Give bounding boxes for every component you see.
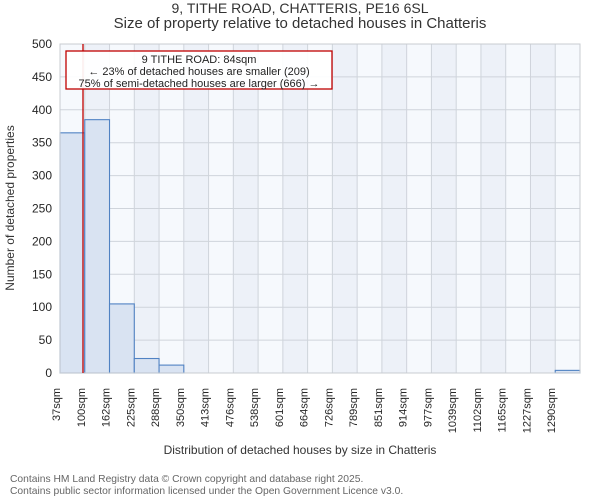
svg-text:726sqm: 726sqm — [323, 388, 335, 427]
svg-text:1227sqm: 1227sqm — [521, 388, 533, 433]
svg-text:538sqm: 538sqm — [249, 388, 261, 427]
svg-text:200: 200 — [32, 234, 52, 248]
svg-text:413sqm: 413sqm — [200, 388, 212, 427]
svg-text:601sqm: 601sqm — [274, 388, 286, 427]
svg-text:476sqm: 476sqm — [224, 388, 236, 427]
svg-text:350: 350 — [32, 136, 52, 150]
svg-text:100: 100 — [32, 300, 52, 314]
svg-text:977sqm: 977sqm — [422, 388, 434, 427]
svg-text:225sqm: 225sqm — [125, 388, 137, 427]
svg-text:1039sqm: 1039sqm — [447, 388, 459, 433]
svg-text:← 23% of detached houses are s: ← 23% of detached houses are smaller (20… — [88, 66, 309, 78]
svg-text:664sqm: 664sqm — [299, 388, 311, 427]
svg-text:100sqm: 100sqm — [76, 388, 88, 427]
svg-text:1165sqm: 1165sqm — [497, 388, 509, 432]
svg-text:851sqm: 851sqm — [373, 388, 385, 427]
svg-text:500: 500 — [32, 37, 52, 51]
svg-text:1290sqm: 1290sqm — [546, 388, 558, 433]
svg-text:288sqm: 288sqm — [150, 388, 162, 427]
svg-text:400: 400 — [32, 103, 52, 117]
svg-text:50: 50 — [39, 333, 53, 347]
svg-text:450: 450 — [32, 70, 52, 84]
svg-text:300: 300 — [32, 169, 52, 183]
svg-text:9 TITHE ROAD: 84sqm: 9 TITHE ROAD: 84sqm — [142, 54, 257, 66]
svg-text:162sqm: 162sqm — [101, 388, 113, 427]
svg-text:914sqm: 914sqm — [398, 388, 410, 427]
svg-text:37sqm: 37sqm — [51, 388, 63, 421]
svg-text:Number of detached properties: Number of detached properties — [3, 125, 17, 290]
svg-text:350sqm: 350sqm — [175, 388, 187, 427]
svg-text:75% of semi-detached houses ar: 75% of semi-detached houses are larger (… — [79, 78, 320, 90]
svg-text:150: 150 — [32, 267, 52, 281]
svg-text:789sqm: 789sqm — [348, 388, 360, 427]
svg-text:1102sqm: 1102sqm — [472, 388, 484, 432]
svg-text:0: 0 — [45, 366, 52, 380]
svg-text:250: 250 — [32, 202, 52, 216]
